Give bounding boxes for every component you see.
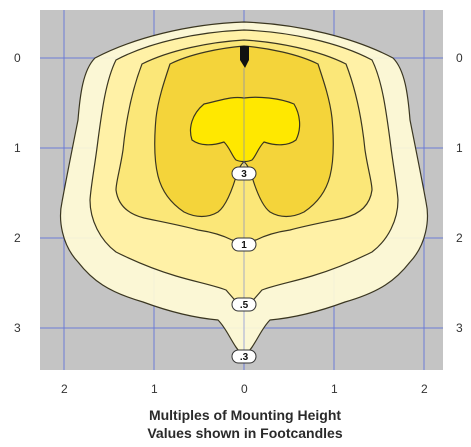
y-right-tick-3: 3	[456, 321, 463, 335]
x-tick-left-2: 2	[61, 382, 68, 396]
svg-text:3: 3	[241, 169, 247, 180]
svg-text:.5: .5	[240, 300, 249, 311]
y-left-tick-0: 0	[14, 51, 21, 65]
contour-label-05: .5	[231, 297, 257, 312]
fixture-marker	[240, 46, 249, 60]
svg-text:1: 1	[241, 240, 247, 251]
y-right-tick-2: 2	[456, 231, 463, 245]
contour-label-3: 3	[231, 166, 257, 181]
caption-line-1: Multiples of Mounting Height	[148, 407, 342, 423]
y-left-tick-3: 3	[14, 321, 21, 335]
x-tick-right-1: 1	[331, 382, 338, 396]
x-tick-left-1: 1	[151, 382, 158, 396]
caption-line-2: Values shown in Footcandles	[147, 425, 343, 441]
x-tick-center-0: 0	[241, 382, 248, 396]
contour-label-1: 1	[231, 237, 257, 252]
y-right-tick-0: 0	[456, 51, 463, 65]
contour-label-03: .3	[231, 349, 257, 364]
svg-text:.3: .3	[240, 352, 249, 363]
x-tick-right-2: 2	[421, 382, 428, 396]
y-left-tick-2: 2	[14, 231, 21, 245]
fixture-tip	[240, 60, 249, 68]
y-right-tick-1: 1	[456, 141, 463, 155]
hot-zone	[189, 96, 301, 163]
y-left-tick-1: 1	[14, 141, 21, 155]
